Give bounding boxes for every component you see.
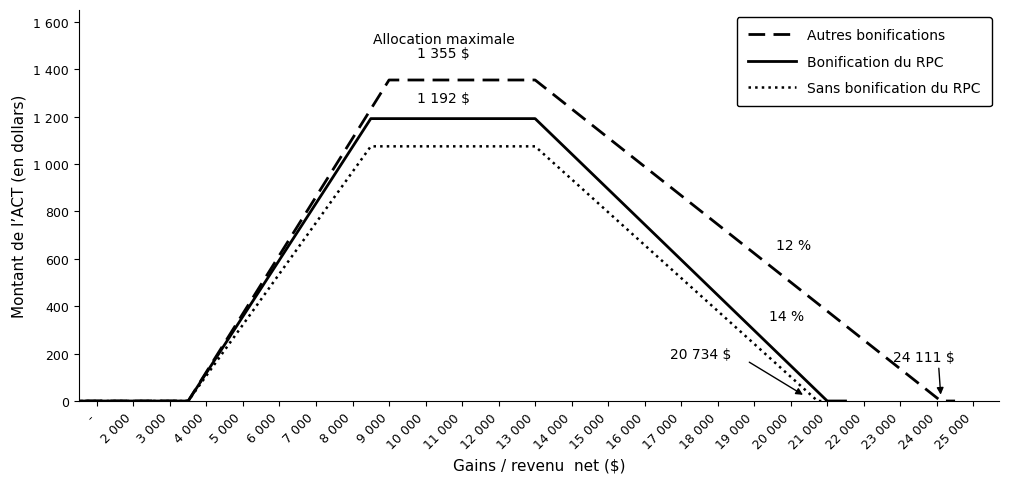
Autres bonifications bbox=[383, 78, 395, 84]
Text: 24 111 $: 24 111 $ bbox=[893, 350, 954, 364]
Autres bonifications bbox=[529, 78, 541, 84]
Bonification du RPC bbox=[839, 398, 851, 404]
Sans bonification du RPC bbox=[365, 144, 377, 150]
Legend: Autres bonifications, Bonification du RPC, Sans bonification du RPC: Autres bonifications, Bonification du RP… bbox=[736, 18, 992, 107]
Bonification du RPC bbox=[182, 398, 194, 404]
Line: Autres bonifications: Autres bonifications bbox=[61, 81, 955, 401]
Text: Allocation maximale: Allocation maximale bbox=[373, 32, 515, 46]
Sans bonification du RPC bbox=[55, 398, 67, 404]
Bonification du RPC bbox=[821, 398, 833, 404]
Sans bonification du RPC bbox=[821, 398, 833, 404]
Autres bonifications bbox=[949, 398, 962, 404]
Bonification du RPC bbox=[365, 117, 377, 122]
Text: 12 %: 12 % bbox=[776, 238, 811, 252]
Autres bonifications bbox=[55, 398, 67, 404]
Text: 1 192 $: 1 192 $ bbox=[417, 91, 471, 106]
Y-axis label: Montant de l’ACT (en dollars): Montant de l’ACT (en dollars) bbox=[11, 95, 26, 318]
Sans bonification du RPC bbox=[811, 398, 823, 404]
Line: Sans bonification du RPC: Sans bonification du RPC bbox=[61, 147, 827, 401]
Text: 1 355 $: 1 355 $ bbox=[417, 46, 471, 60]
Bonification du RPC bbox=[529, 117, 541, 122]
Autres bonifications bbox=[935, 398, 947, 404]
Sans bonification du RPC bbox=[182, 398, 194, 404]
X-axis label: Gains / revenu  net ($): Gains / revenu net ($) bbox=[452, 458, 625, 473]
Text: 20 734 $: 20 734 $ bbox=[671, 347, 731, 361]
Bonification du RPC bbox=[55, 398, 67, 404]
Line: Bonification du RPC: Bonification du RPC bbox=[61, 120, 845, 401]
Sans bonification du RPC bbox=[529, 144, 541, 150]
Autres bonifications bbox=[182, 398, 194, 404]
Text: 14 %: 14 % bbox=[769, 309, 804, 323]
